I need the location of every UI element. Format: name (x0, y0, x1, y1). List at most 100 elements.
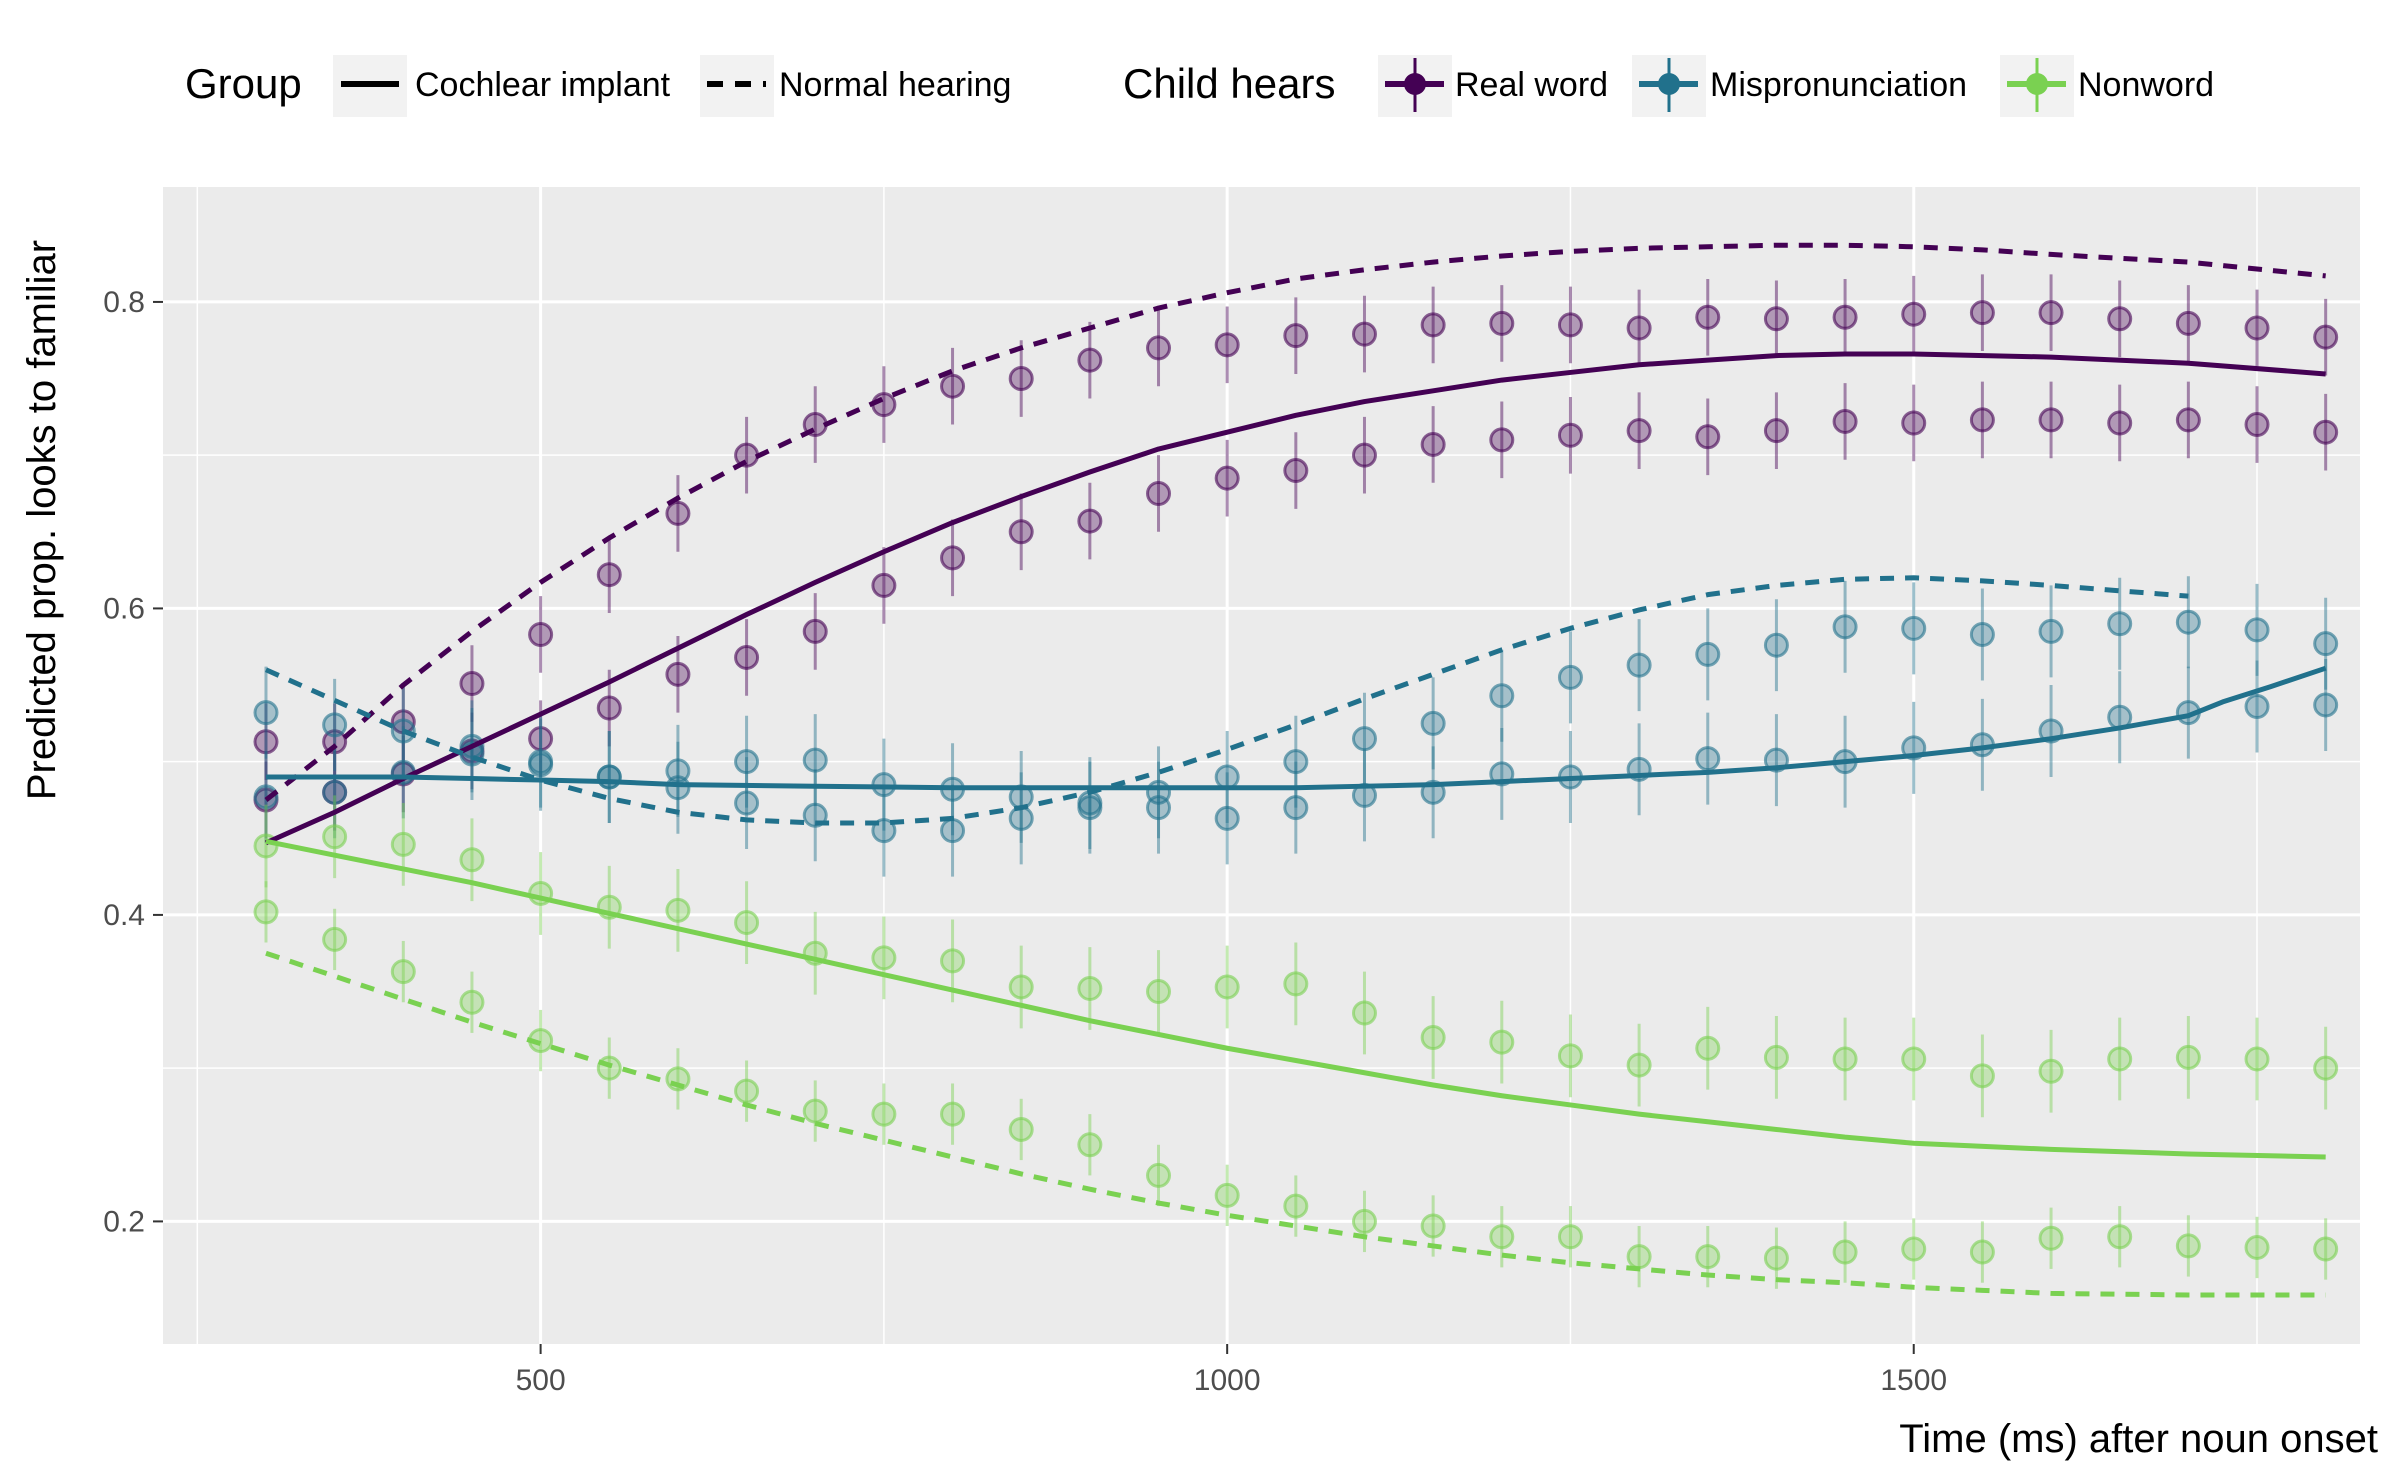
legend: Group Cochlear implant Normal hearing Ch… (185, 55, 2214, 117)
data-point (528, 621, 554, 647)
data-point (1626, 418, 1652, 444)
data-point (802, 618, 828, 644)
data-point (2244, 1046, 2270, 1072)
y-tick-label: 0.8 (103, 286, 145, 319)
data-point (2244, 694, 2270, 720)
data-point (1146, 979, 1172, 1005)
data-point (2313, 692, 2339, 718)
data-point (1695, 746, 1721, 772)
y-tick-label: 0.4 (103, 899, 145, 932)
data-point (802, 747, 828, 773)
data-point (1489, 1224, 1515, 1250)
fit-line-cochlear-implant-nonword (265, 838, 2326, 1160)
fit-line-normal-hearing-nonword (265, 950, 2326, 1298)
data-point (1763, 632, 1789, 658)
data-point (596, 695, 622, 721)
data-point (1626, 315, 1652, 341)
data-point (1626, 1052, 1652, 1078)
data-point (2313, 1055, 2339, 1081)
data-point (1214, 805, 1240, 831)
y-tick-label: 0.6 (103, 592, 145, 625)
data-point (1283, 1193, 1309, 1219)
data-point (1077, 975, 1103, 1001)
x-tick-label: 500 (516, 1364, 566, 1397)
data-point (1077, 347, 1103, 373)
y-axis: 0.2 0.4 0.6 0.8 (103, 286, 163, 1238)
data-point (1077, 1132, 1103, 1158)
data-point (734, 1078, 760, 1104)
data-point (459, 671, 485, 697)
data-point (1420, 431, 1446, 457)
data-point (1420, 1025, 1446, 1051)
data-point (1557, 1224, 1583, 1250)
x-axis-title: Time (ms) after noun onset (1899, 1417, 2378, 1461)
fit-line-normal-hearing-real-word (264, 242, 2326, 802)
data-point (665, 500, 691, 526)
data-point (1969, 1239, 1995, 1265)
fit-line-normal-hearing-mispronunciation (264, 575, 2189, 826)
data-point (2107, 1046, 2133, 1072)
data-point (1214, 974, 1240, 1000)
data-point (1214, 1182, 1240, 1208)
data-point (802, 1098, 828, 1124)
data-point (1763, 1044, 1789, 1070)
data-point (940, 373, 966, 399)
data-point (871, 1101, 897, 1127)
data-point (1146, 1162, 1172, 1188)
data-point (1146, 779, 1172, 805)
data-point (1351, 1000, 1377, 1026)
data-point (1283, 971, 1309, 997)
legend-point-nonword (2026, 73, 2048, 95)
fit-line-cochlear-implant-mispronunciation (265, 665, 2327, 791)
data-point (1832, 614, 1858, 640)
legend-label-cochlear-implant: Cochlear implant (415, 66, 671, 104)
data-point (322, 712, 348, 738)
data-point (1832, 304, 1858, 330)
data-point (1832, 408, 1858, 434)
data-point (871, 945, 897, 971)
data-point (1901, 410, 1927, 436)
data-point (1283, 458, 1309, 484)
data-point (1420, 312, 1446, 338)
series-layer (253, 242, 2339, 1298)
data-point (322, 824, 348, 850)
data-point (1695, 641, 1721, 667)
data-point (390, 959, 416, 985)
data-point (2244, 617, 2270, 643)
data-point (1626, 1244, 1652, 1270)
data-point (1077, 790, 1103, 816)
data-point (1420, 1213, 1446, 1239)
data-point (322, 926, 348, 952)
data-point (2107, 410, 2133, 436)
data-point (734, 910, 760, 936)
data-point (1695, 1244, 1721, 1270)
data-point (1008, 1116, 1034, 1142)
legend-group-title: Group (185, 60, 302, 107)
data-point (459, 847, 485, 873)
data-point (2038, 407, 2064, 433)
legend-label-real-word: Real word (1455, 66, 1608, 104)
data-point (322, 729, 348, 755)
data-point (2038, 618, 2064, 644)
series-normal-hearing-real-word (253, 274, 2339, 781)
data-point (1008, 974, 1034, 1000)
data-point (1283, 323, 1309, 349)
data-point (1489, 1029, 1515, 1055)
data-point (1969, 300, 1995, 326)
data-point (1695, 304, 1721, 330)
fit-line-cochlear-implant-real-word (264, 351, 2326, 846)
x-tick-label: 1500 (1880, 1364, 1947, 1397)
grid-minor (163, 187, 2360, 1344)
data-point (940, 545, 966, 571)
data-point (1901, 301, 1927, 327)
x-tick-label: 1000 (1194, 1364, 1261, 1397)
data-point (1214, 332, 1240, 358)
data-point (734, 644, 760, 670)
data-point (1901, 1236, 1927, 1262)
data-point (1557, 664, 1583, 690)
data-point (1146, 480, 1172, 506)
data-point (1695, 424, 1721, 450)
data-point (2175, 1044, 2201, 1070)
data-point (2038, 300, 2064, 326)
